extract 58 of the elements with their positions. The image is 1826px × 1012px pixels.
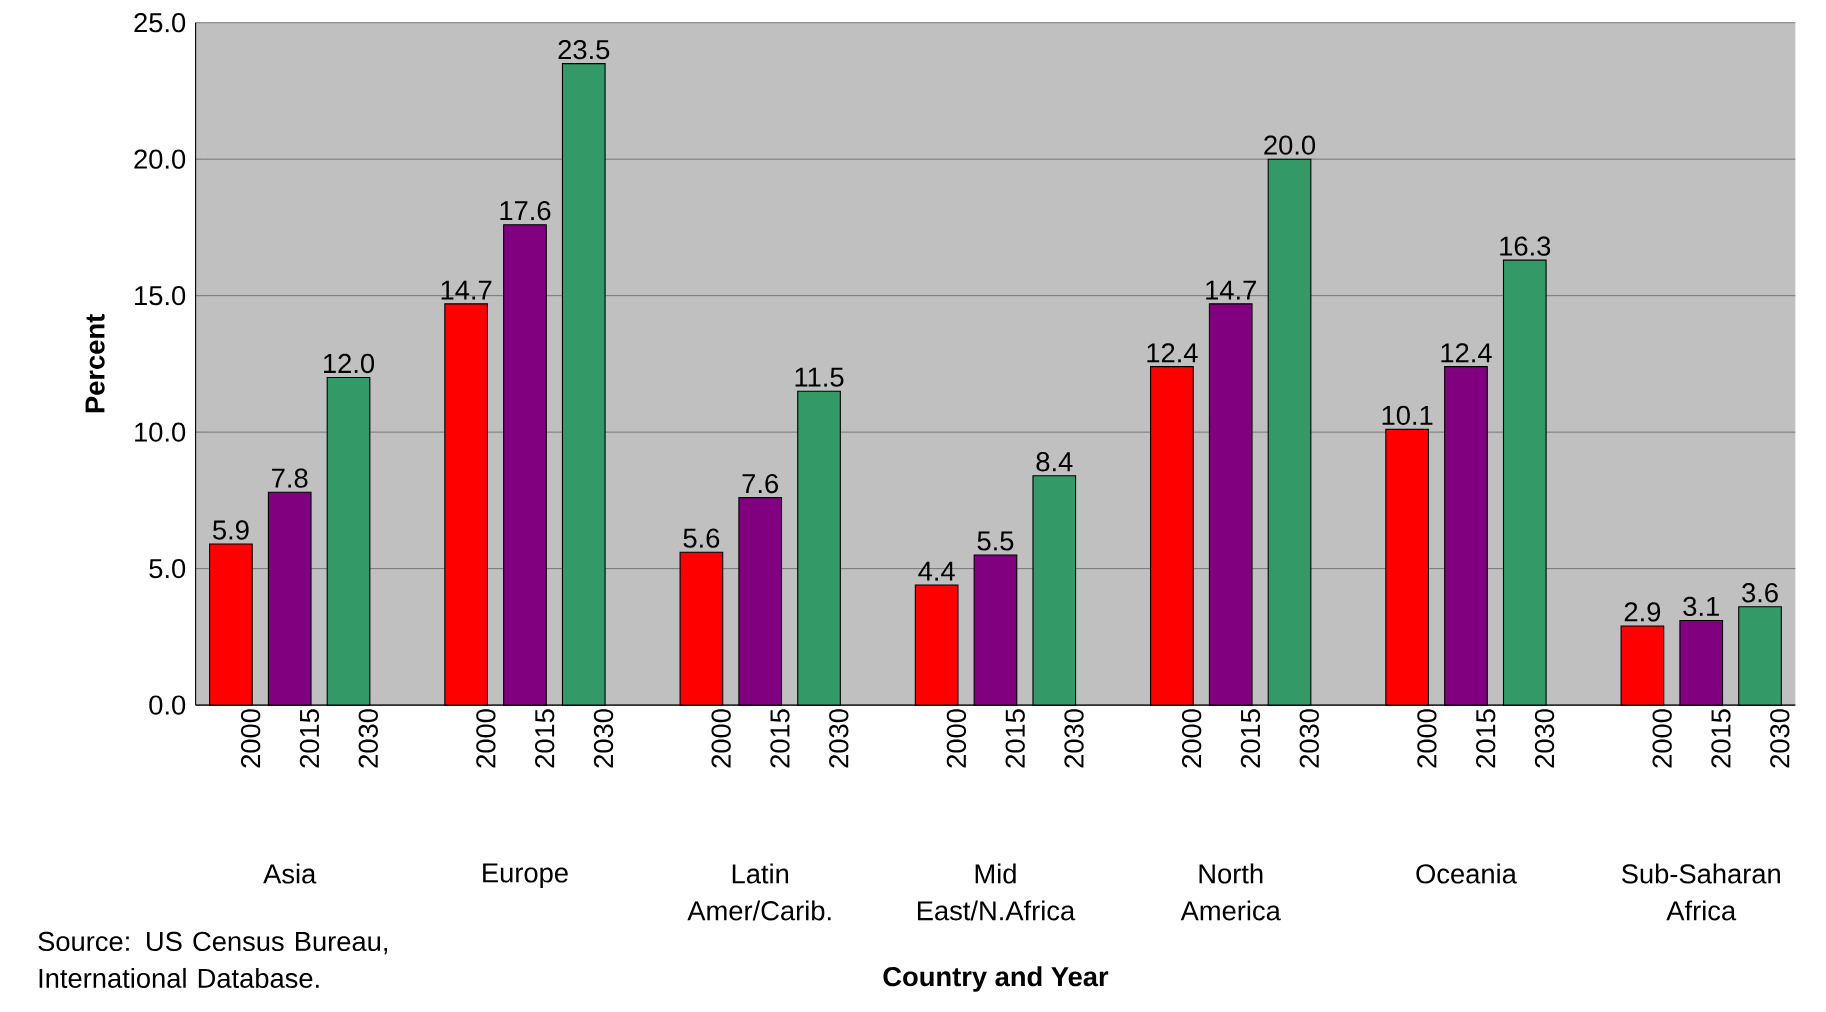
text: 2030 <box>593 709 614 768</box>
y-tick-label: 10.0 <box>135 422 186 442</box>
data-label: 8.4 <box>1036 452 1073 472</box>
data-label: 14.7 <box>1206 280 1256 300</box>
y-tick-label: 0.0 <box>149 695 186 715</box>
text: 2030 <box>358 709 378 768</box>
data-label: 20.0 <box>1264 135 1316 155</box>
data-label: 3.6 <box>1742 583 1778 603</box>
y-tick-label: 20.0 <box>134 149 186 169</box>
text: 2030 <box>1064 709 1084 768</box>
data-label: 7.6 <box>742 473 778 494</box>
text: 2000 <box>1181 709 1202 768</box>
x-tick-label: Mid East/N.Africa <box>917 863 1076 921</box>
data-label: 2.9 <box>1624 602 1661 622</box>
data-label: 5.6 <box>683 528 720 548</box>
data-label: 12.0 <box>324 353 375 374</box>
x-tick-label: Sub-Saharan Africa <box>1621 863 1780 921</box>
text: 2015 <box>1476 709 1496 768</box>
text: 2015 <box>1240 709 1261 768</box>
data-label: 14.7 <box>441 280 492 300</box>
data-label: 12.4 <box>1147 343 1198 363</box>
data-label: 23.5 <box>558 39 610 60</box>
text: 2030 <box>1299 709 1319 768</box>
text: 2030 <box>1770 709 1790 768</box>
x-tick-label: Asia <box>263 863 317 884</box>
data-label: 11.5 <box>795 367 844 387</box>
text: 2000 <box>1417 709 1437 768</box>
text: 2000 <box>946 709 967 768</box>
y-tick-label: 25.0 <box>134 12 186 33</box>
data-label: 10.1 <box>1382 405 1433 425</box>
text: 2030 <box>1534 709 1555 768</box>
text: 2015 <box>299 709 320 768</box>
x-tick-label: Latin Amer/Carib. <box>687 863 831 921</box>
text: 2000 <box>711 709 731 768</box>
data-label: 12.4 <box>1441 343 1492 363</box>
data-label: 17.6 <box>500 200 551 221</box>
data-label: 7.8 <box>272 468 308 488</box>
data-label: 16.3 <box>1500 236 1551 256</box>
data-label: 4.4 <box>918 561 955 581</box>
data-label: 5.5 <box>977 531 1014 551</box>
text: 2015 <box>770 709 790 768</box>
y-tick-label: 5.0 <box>149 558 186 579</box>
y-axis-title: Percent <box>85 314 105 413</box>
x-tick-label: Europe <box>483 863 568 888</box>
text: 2000 <box>1652 709 1672 768</box>
x-axis-title: Country and Year <box>883 966 1109 992</box>
text: 2000 <box>240 709 261 768</box>
text: 2015 <box>535 709 555 768</box>
text: 2000 <box>476 709 496 768</box>
text: 2015 <box>1005 709 1025 768</box>
text: 2030 <box>829 709 849 768</box>
x-tick-label: North America <box>1180 863 1281 921</box>
y-tick-label: 15.0 <box>135 285 186 306</box>
x-tick-label: Oceania <box>1416 863 1517 884</box>
source-note: Source: US Census Bureau, International Database. <box>38 931 387 988</box>
data-label: 5.9 <box>212 520 249 540</box>
text: 2015 <box>1711 709 1731 768</box>
data-label: 3.1 <box>1683 596 1719 616</box>
